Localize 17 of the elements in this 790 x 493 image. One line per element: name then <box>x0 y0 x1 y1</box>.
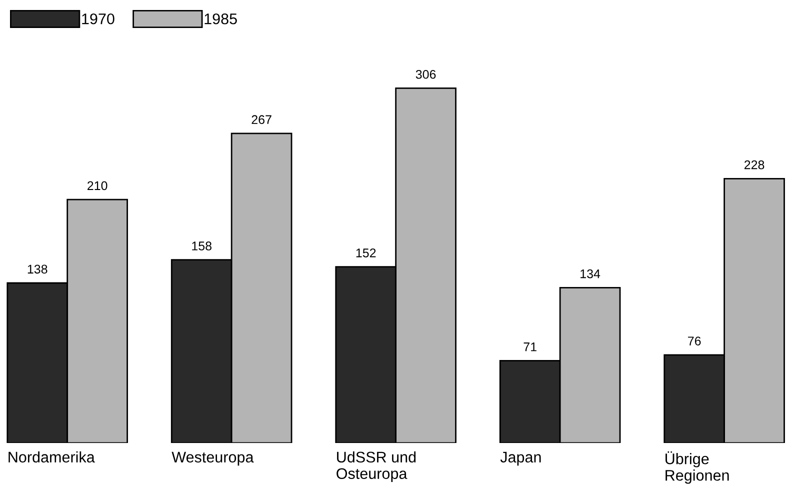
data-label: 76 <box>688 336 701 346</box>
legend-label: 1970 <box>82 13 114 24</box>
legend-label: 1985 <box>204 13 237 24</box>
data-label: 138 <box>28 264 48 274</box>
x-tick-label: Japan <box>500 452 541 466</box>
data-label: 228 <box>744 160 764 170</box>
x-tick-label: Nordamerika <box>8 451 95 463</box>
data-label: 158 <box>192 242 212 250</box>
x-tick-label: Westeuropa <box>172 452 254 466</box>
x-tick-label: UdSSR und Osteuropa <box>336 451 416 482</box>
data-label: 134 <box>580 269 600 278</box>
data-label: 210 <box>88 181 108 190</box>
data-label: 267 <box>252 115 272 124</box>
data-label: 306 <box>416 70 436 79</box>
x-tick-label: Übrige Regionen <box>666 451 729 484</box>
data-label: 152 <box>356 248 376 258</box>
data-label: 71 <box>524 342 536 352</box>
